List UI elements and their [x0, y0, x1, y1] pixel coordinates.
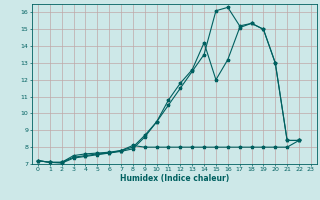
X-axis label: Humidex (Indice chaleur): Humidex (Indice chaleur) — [120, 174, 229, 183]
